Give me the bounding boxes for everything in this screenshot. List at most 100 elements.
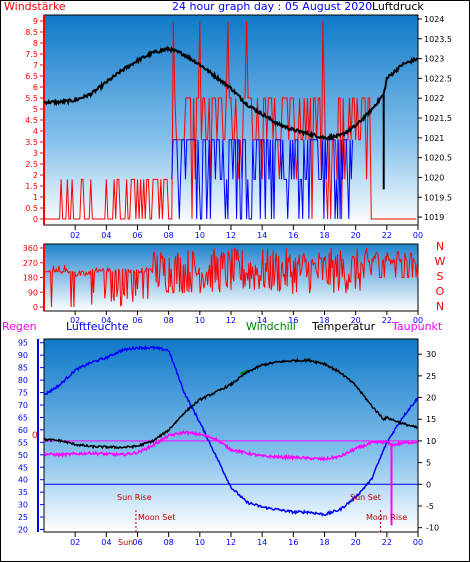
top-x-tick-label: 04: [101, 231, 111, 240]
bottom-left-tick-label: 40: [18, 476, 28, 485]
top-right-tick-label: 1019.5: [424, 193, 452, 202]
top-right-tick-label: 1022.5: [424, 74, 452, 83]
bottom-left-tick-label: 50: [18, 451, 28, 460]
top-left-tick-label: 8: [33, 39, 38, 48]
legend-regen: Regen: [2, 320, 37, 333]
legend-luftfeuchte: Luftfeuchte: [66, 320, 129, 333]
mid-direction-letter: W: [435, 255, 446, 268]
top-left-tick-label: 6: [33, 83, 38, 92]
bottom-x-tick-label: 06: [132, 538, 142, 547]
bottom-right-tick-label: 15: [426, 415, 436, 424]
bottom-right-tick-label: 5: [426, 459, 431, 468]
legend-taupunkt: Taupunkt: [391, 320, 443, 333]
bottom-left-tick-label: 35: [18, 488, 28, 497]
bottom-left-tick-label: 90: [18, 351, 28, 360]
mid-direction-letter: N: [436, 240, 444, 253]
top-right-tick-label: 1021: [424, 134, 444, 143]
mid-x-tick-label: 18: [319, 316, 329, 325]
top-left-tick-label: 2.5: [25, 160, 38, 169]
bottom-right-tick-label: 25: [426, 372, 436, 381]
top-right-axis: 1024 1023.5 1023 1022.5 1022 1021.5 1021 1020.5…: [418, 15, 452, 222]
legend-temperatur: Temperatur: [311, 320, 376, 333]
bottom-left-tick-label: 75: [18, 389, 28, 398]
bottom-x-tick-label: 12: [226, 538, 236, 547]
mid-direction-letter: O: [436, 285, 445, 298]
bottom-plot-area: [43, 338, 419, 533]
top-right-tick-label: 1022: [424, 94, 444, 103]
legend-windchill: Windchill: [246, 320, 296, 333]
bottom-x-tick-label: 14: [257, 538, 267, 547]
top-left-tick-label: 4.5: [25, 116, 38, 125]
windchill-mark: [240, 369, 247, 375]
top-left-tick-label: 5: [33, 105, 38, 114]
top-left-label: Windstärke: [4, 0, 66, 13]
humidity-line: [43, 344, 418, 517]
mid-left-tick-label: 180: [23, 274, 38, 283]
zero-label: 0: [32, 431, 38, 441]
top-x-tick-label: 12: [226, 231, 236, 240]
bottom-left-tick-label: 70: [18, 401, 28, 410]
top-right-tick-label: 1024: [424, 15, 444, 24]
top-right-tick-label: 1019: [424, 213, 444, 222]
mid-direction-letter: N: [436, 300, 444, 313]
temperature-line: [43, 357, 418, 450]
bottom-x-tick-label: 00: [413, 538, 423, 547]
mid-series: [44, 246, 419, 308]
bottom-left-tick-label: 25: [18, 513, 28, 522]
bottom-x-tick-label: 18: [319, 538, 329, 547]
top-x-axis: 02 04 06 08 10 12 14 16 18 20 22 00: [70, 225, 423, 240]
bottom-left-tick-label: 30: [18, 501, 28, 510]
top-x-tick-label: 10: [195, 231, 205, 240]
mid-direction-letter: S: [437, 270, 444, 283]
bottom-left-tick-label: 65: [18, 413, 28, 422]
top-right-tick-label: 1020.5: [424, 154, 452, 163]
top-left-tick-label: 1.5: [25, 182, 38, 191]
bottom-left-tick-label: 45: [18, 463, 28, 472]
bottom-x-tick-label: 08: [164, 538, 174, 547]
bottom-x-tick-label: 10: [195, 538, 205, 547]
top-left-tick-label: 9: [33, 17, 38, 26]
mid-left-tick-label: 0: [33, 303, 38, 312]
top-left-tick-label: 6.5: [25, 72, 38, 81]
bottom-series: [43, 344, 418, 532]
mid-x-tick-label: 10: [195, 316, 205, 325]
mid-x-tick-label: 12: [226, 316, 236, 325]
bottom-left-tick-label: 85: [18, 364, 28, 373]
top-right-tick-label: 1021.5: [424, 114, 452, 123]
mid-left-tick-label: 270: [23, 259, 38, 268]
moon-rise-label: Moon Rise: [366, 513, 407, 522]
bottom-x-tick-label: 20: [351, 538, 361, 547]
top-right-tick-label: 1020: [424, 173, 444, 182]
moon-set-label: Moon Set: [138, 513, 175, 522]
top-x-tick-label: 18: [319, 231, 329, 240]
top-left-tick-label: 8.5: [25, 28, 38, 37]
mid-x-tick-label: 14: [257, 316, 267, 325]
bottom-x-tick-label: 16: [288, 538, 298, 547]
mid-x-tick-label: 04: [101, 316, 111, 325]
top-left-axis: 9 8.5 8 7.5 7 6.5 6 5.5 5 4.5 4 3.5 3 2.5 2 1.5 1 0.5 0: [25, 15, 45, 225]
bottom-left-tick-label: 80: [18, 376, 28, 385]
top-x-tick-label: 22: [382, 231, 392, 240]
bottom-x-tick-label: 02: [70, 538, 80, 547]
pressure-line: [43, 45, 419, 142]
mid-x-tick-label: 22: [382, 316, 392, 325]
mid-x-tick-label: 06: [132, 316, 142, 325]
mid-left-tick-label: 360: [23, 244, 38, 253]
mid-x-tick-label: 20: [351, 316, 361, 325]
bottom-left-tick-label: 60: [18, 426, 28, 435]
bottom-left-tick-label: 55: [18, 438, 28, 447]
bottom-x-axis: 02 04 06 08 10 12 14 16 18 20 22 00: [70, 532, 423, 547]
mid-x-axis: 02 04 06 08 10 12 14 16 18 20 22 00: [70, 311, 423, 325]
top-left-tick-label: 3: [33, 149, 38, 158]
bottom-x-tick-label: 22: [382, 538, 392, 547]
mid-left-axis: 360 270 180 90 0: [23, 244, 45, 312]
bottom-right-tick-label: 20: [426, 394, 436, 403]
top-right-tick-label: 1023: [424, 55, 444, 64]
top-left-tick-label: 7.5: [25, 50, 38, 59]
top-x-tick-label: 08: [164, 231, 174, 240]
bottom-left-tick-label: 95: [18, 339, 28, 348]
top-left-tick-label: 0.5: [25, 204, 38, 213]
bottom-right-tick-label: 30: [426, 350, 436, 359]
